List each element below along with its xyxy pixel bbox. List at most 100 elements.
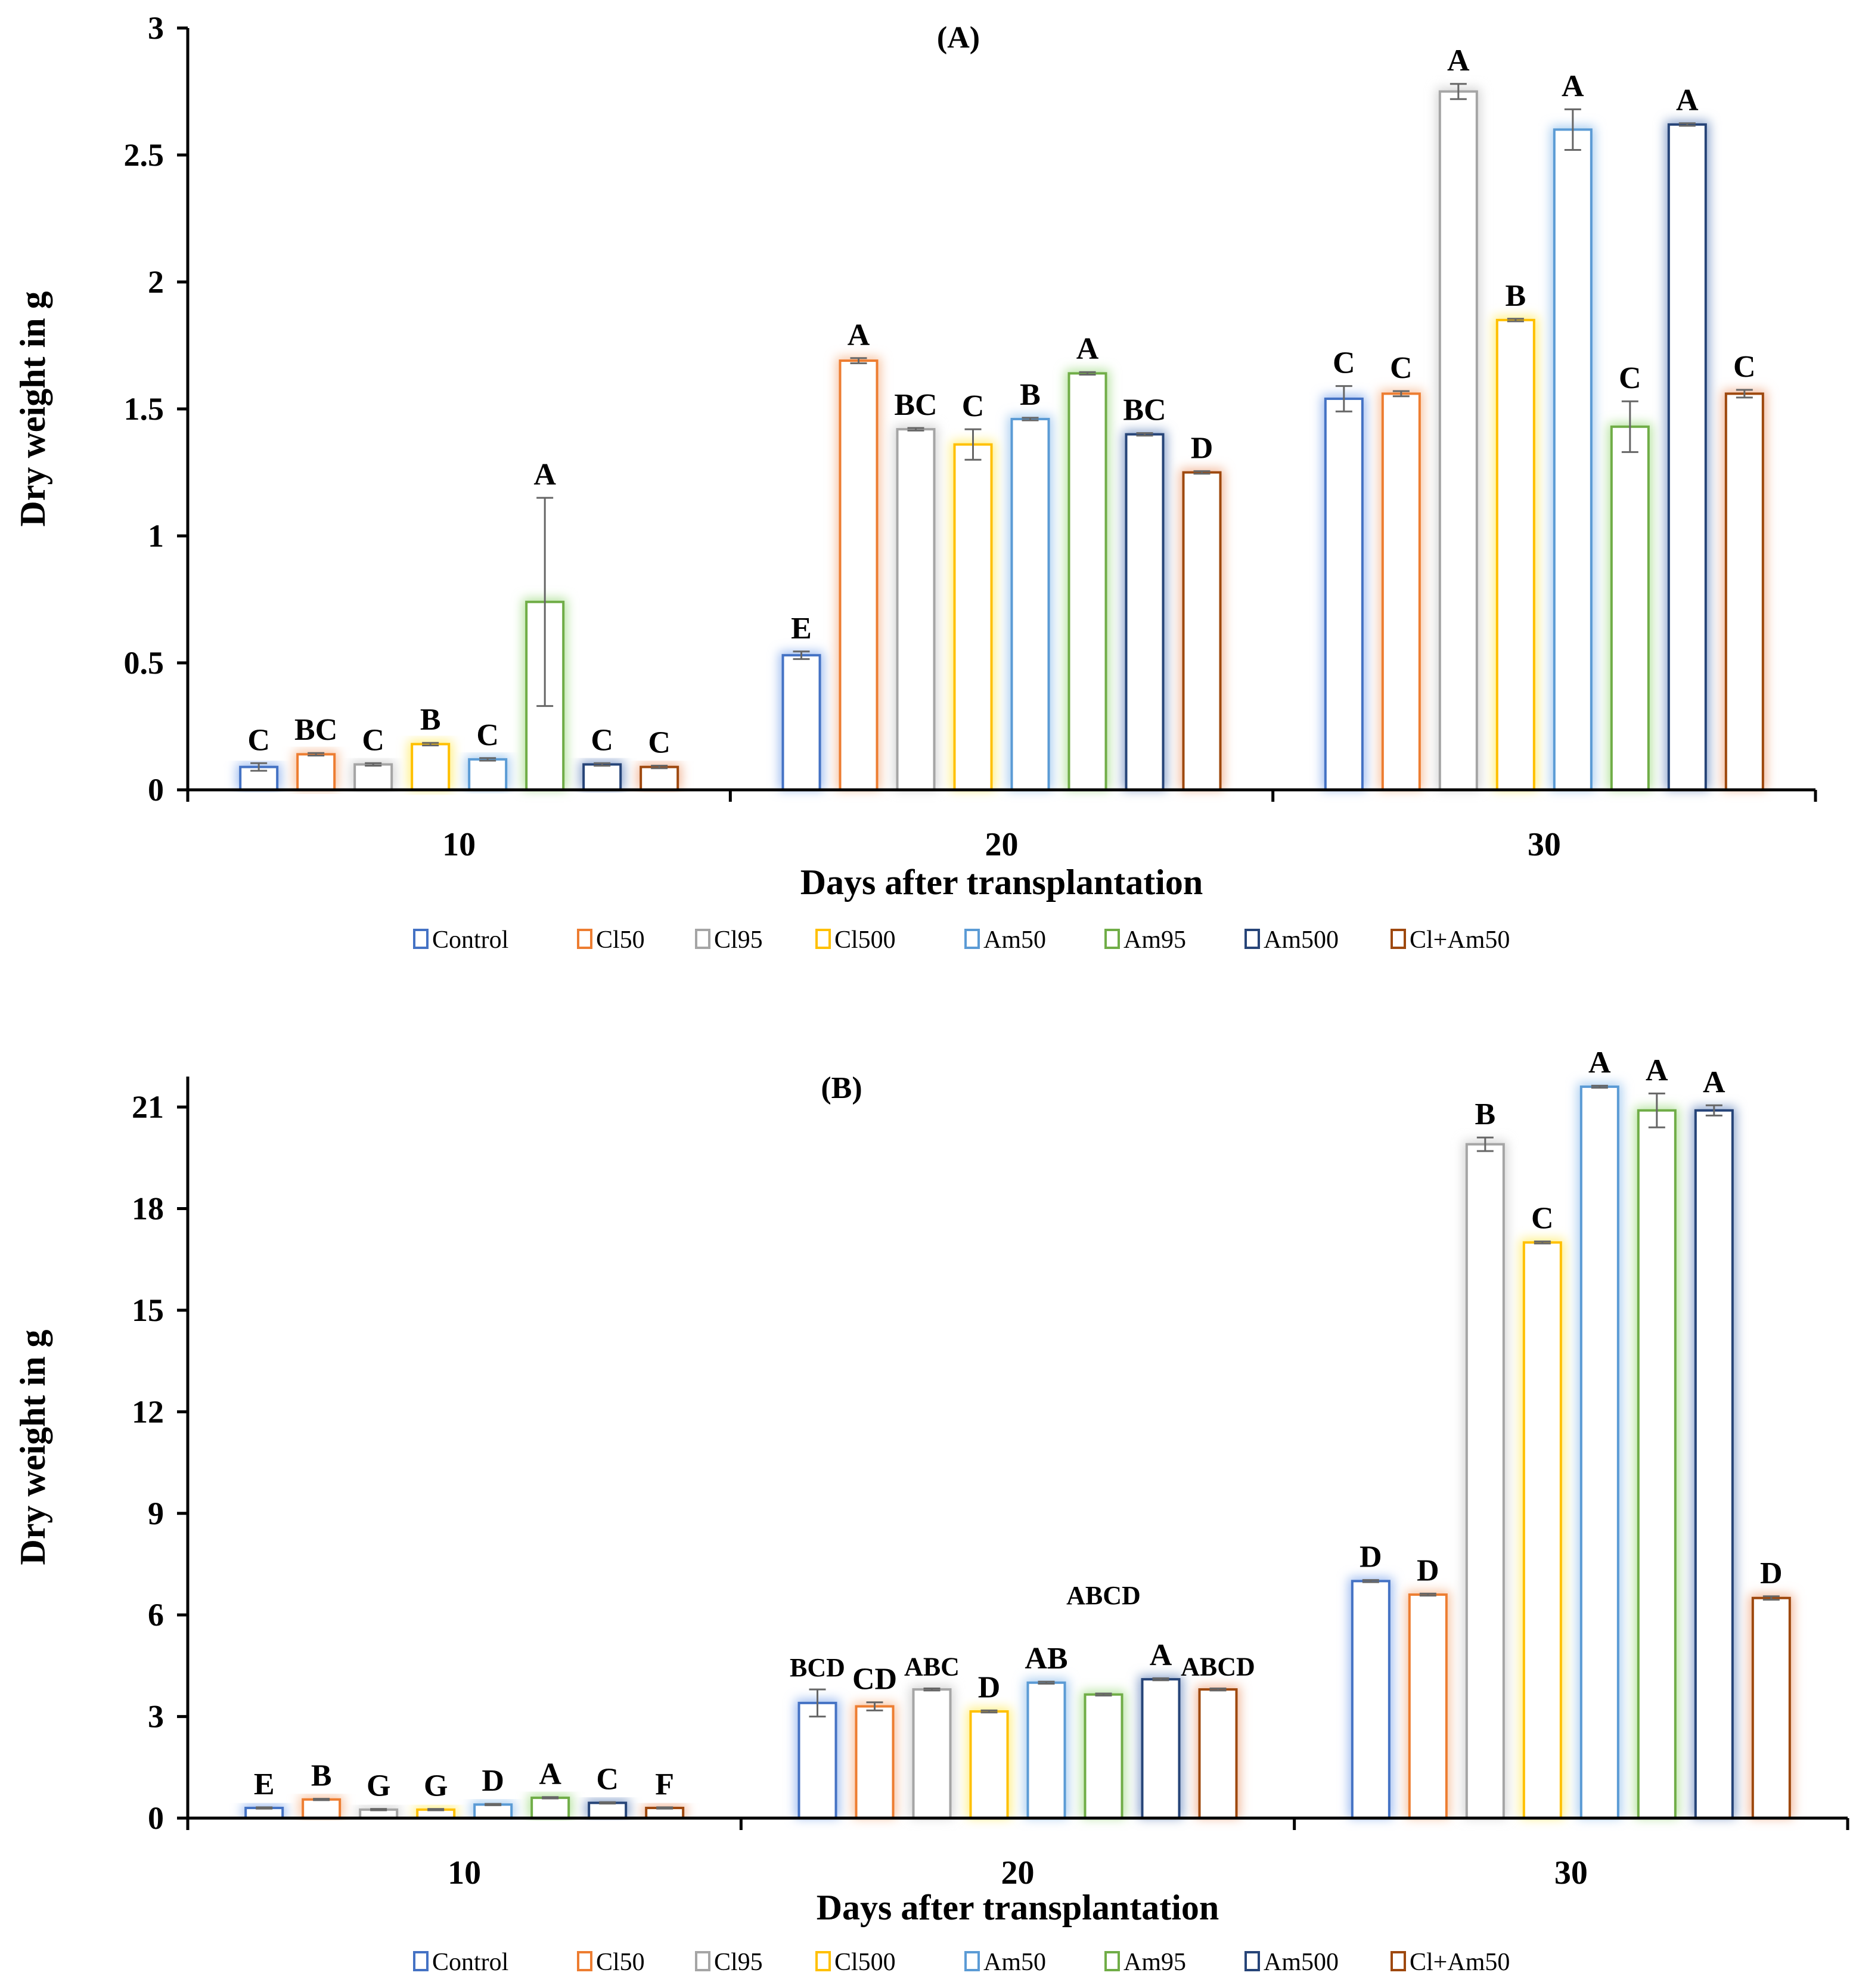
significance-letter: G <box>367 1769 390 1803</box>
legend-label: Am500 <box>1264 926 1339 954</box>
y-tick-label: 0.5 <box>124 645 165 681</box>
x-tick-label: 30 <box>1554 1854 1588 1891</box>
y-axis-label: Dry weight in g <box>13 291 52 527</box>
legend-label: Control <box>432 1949 508 1976</box>
legend: Control Cl50 Cl95 Cl500 Am50 Am95 Am500 Cl+Am50 <box>413 1949 1510 1976</box>
legend-swatch <box>1104 929 1120 949</box>
legend-item: Cl95 <box>695 1949 763 1976</box>
significance-letter: B <box>420 703 441 737</box>
legend-swatch <box>1391 1951 1406 1971</box>
legend-swatch <box>695 1951 710 1971</box>
significance-letter: A <box>1676 83 1699 117</box>
bar-Cl+Am50-30 <box>1751 1596 1791 1820</box>
bar-Cl500-20 <box>969 1710 1009 1820</box>
legend-label: Cl95 <box>714 1949 763 1976</box>
significance-letter: A <box>1646 1053 1668 1087</box>
significance-letter: C <box>476 718 499 752</box>
legend-label: Am50 <box>983 926 1046 954</box>
significance-letter: BC <box>294 713 337 747</box>
bar-Control-20 <box>781 654 821 791</box>
x-tick-label: 30 <box>1528 826 1561 863</box>
significance-letter: C <box>1619 361 1641 395</box>
x-tick-label: 20 <box>985 826 1019 863</box>
significance-letter: E <box>254 1767 275 1801</box>
legend-label: Cl500 <box>834 926 896 954</box>
legend-item: Am500 <box>1244 926 1339 954</box>
bar-Cl500-10 <box>411 743 451 791</box>
significance-letter: AB <box>1025 1642 1067 1676</box>
significance-letter: B <box>311 1759 332 1793</box>
bar-Am95-30 <box>1637 1109 1677 1819</box>
bar-Am50-20 <box>1010 418 1050 791</box>
significance-letter: A <box>533 458 556 492</box>
bar-Am500-20 <box>1125 433 1165 791</box>
legend-swatch <box>413 929 429 949</box>
chart-title: (B) <box>821 1071 862 1105</box>
legend-label: Am50 <box>983 1949 1046 1976</box>
significance-letter: ABC <box>904 1652 960 1681</box>
significance-letter: C <box>247 723 270 757</box>
bar-Cl500-30 <box>1495 318 1535 791</box>
legend: Control Cl50 Cl95 Cl500 Am50 Am95 Am500 Cl+Am50 <box>413 926 1510 954</box>
bar-Control-30 <box>1351 1580 1391 1820</box>
y-tick-label: 21 <box>132 1089 164 1125</box>
y-tick-label: 0 <box>148 772 164 808</box>
legend-item: Am500 <box>1244 1949 1339 1976</box>
significance-letter: B <box>1505 279 1526 313</box>
bar-Cl95-20 <box>912 1688 952 1820</box>
significance-letter: C <box>591 723 613 757</box>
x-tick-label: 10 <box>448 1854 481 1891</box>
significance-letter: B <box>1020 378 1041 412</box>
significance-letter: A <box>1150 1638 1172 1672</box>
significance-letter: D <box>1191 431 1213 465</box>
significance-letter: C <box>962 389 985 423</box>
bar-Cl95-30 <box>1465 1143 1505 1819</box>
bar-Cl50-10 <box>302 1798 342 1820</box>
legend-label: Cl50 <box>596 1949 645 1976</box>
legend-swatch <box>1391 929 1406 949</box>
significance-letter: A <box>1562 69 1584 103</box>
significance-letter: C <box>596 1762 619 1796</box>
bar-Cl50-20 <box>855 1705 895 1819</box>
y-axis-label: Dry weight in g <box>13 1330 52 1565</box>
legend-item: Cl50 <box>577 926 645 954</box>
bar-Cl50-30 <box>1381 392 1421 791</box>
y-tick-label: 3 <box>148 1699 164 1735</box>
y-tick-label: 3 <box>148 10 164 46</box>
significance-letter: CD <box>852 1663 897 1697</box>
legend-item: Cl+Am50 <box>1391 1949 1510 1976</box>
bar-Am500-30 <box>1694 1109 1734 1819</box>
significance-letter: A <box>1588 1046 1611 1080</box>
legend-item: Control <box>413 1949 508 1976</box>
bar-Cl95-10 <box>353 763 393 792</box>
legend-swatch <box>577 1951 592 1971</box>
significance-letter: C <box>1531 1202 1554 1236</box>
legend-item: Am95 <box>1104 926 1186 954</box>
legend-item: Control <box>413 926 508 954</box>
significance-letter: B <box>1475 1097 1495 1131</box>
bar-Am50-20 <box>1026 1681 1066 1820</box>
bar-Cl95-30 <box>1438 90 1478 791</box>
legend-swatch <box>413 1951 429 1971</box>
significance-letter: A <box>848 318 870 352</box>
y-tick-label: 2.5 <box>124 137 165 173</box>
significance-letter: A <box>539 1757 561 1791</box>
bar-Am50-30 <box>1579 1086 1619 1819</box>
significance-letter: G <box>424 1769 448 1803</box>
y-tick-label: 0 <box>148 1800 164 1836</box>
significance-letter: D <box>482 1764 504 1798</box>
bar-Am500-10 <box>588 1801 628 1820</box>
significance-letter: ABCD <box>1066 1581 1141 1610</box>
significance-letter: F <box>655 1767 674 1801</box>
legend-label: Cl+Am50 <box>1410 1949 1510 1976</box>
bar-Cl50-20 <box>839 359 879 791</box>
legend-label: Am95 <box>1123 926 1186 954</box>
chart-title: (A) <box>937 21 980 55</box>
bar-Am95-30 <box>1610 425 1650 791</box>
bar-Cl50-10 <box>296 753 336 791</box>
significance-letter: BC <box>894 388 937 422</box>
legend-item: Am50 <box>964 1949 1046 1976</box>
